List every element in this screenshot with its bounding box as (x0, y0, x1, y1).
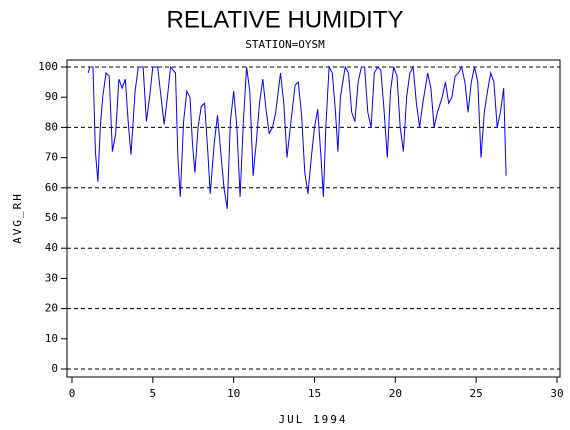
chart-title: RELATIVE HUMIDITY (167, 6, 404, 33)
x-tick-label: 10 (227, 387, 240, 400)
y-tick-label: 30 (45, 271, 58, 284)
y-tick-label: 20 (45, 302, 58, 315)
x-tick-label: 15 (308, 387, 321, 400)
y-tick-label: 40 (45, 241, 58, 254)
y-tick-label: 90 (45, 90, 58, 103)
y-tick-label: 0 (51, 362, 58, 375)
y-tick-label: 10 (45, 332, 58, 345)
y-tick-label: 60 (45, 181, 58, 194)
x-tick-label: 5 (150, 387, 157, 400)
y-tick-label: 70 (45, 151, 58, 164)
y-tick-label: 80 (45, 120, 58, 133)
y-tick-label: 100 (38, 60, 58, 73)
x-tick-label: 0 (69, 387, 76, 400)
x-tick-label: 25 (470, 387, 483, 400)
x-tick-label: 20 (389, 387, 402, 400)
data-line (87, 65, 507, 209)
y-tick-label: 50 (45, 211, 58, 224)
plot-frame (66, 59, 561, 378)
y-axis-label: AVG_RH (11, 192, 24, 244)
x-tick-label: 30 (550, 387, 563, 400)
x-axis-label: JUL 1994 (279, 413, 348, 426)
chart-subtitle: STATION=OYSM (245, 38, 325, 51)
